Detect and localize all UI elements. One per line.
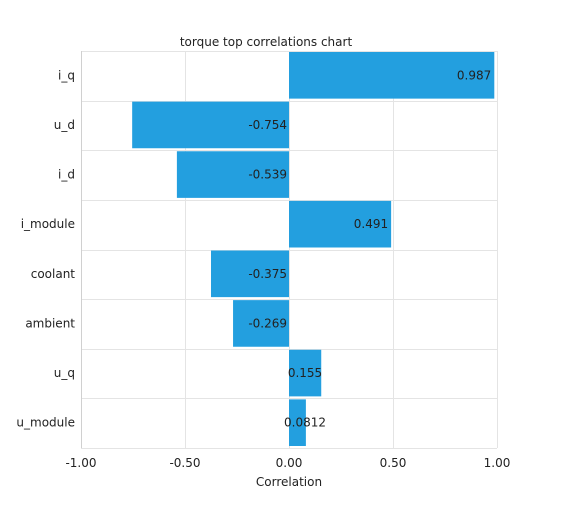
x-tick-label: 0.50 xyxy=(380,456,407,470)
data-label: -0.269 xyxy=(248,316,287,330)
data-label: 0.0812 xyxy=(284,416,326,430)
category-label: coolant xyxy=(31,267,76,281)
bar-i_d xyxy=(176,151,289,198)
x-tick-labels: -1.00 -0.50 0.00 0.50 1.00 xyxy=(65,456,510,470)
category-label: i_module xyxy=(21,217,75,231)
x-tick-label: -0.50 xyxy=(169,456,200,470)
bar-u_module xyxy=(289,399,306,446)
data-label: 0.155 xyxy=(288,366,322,380)
data-label: 0.987 xyxy=(457,68,491,82)
category-label: u_module xyxy=(16,416,75,430)
bar-coolant xyxy=(211,250,289,298)
bar-ambient xyxy=(233,300,289,347)
x-tick-label: -1.00 xyxy=(65,456,96,470)
chart-title: torque top correlations chart xyxy=(180,35,353,49)
category-label: u_d xyxy=(54,118,75,132)
bar-u_d xyxy=(132,101,289,149)
x-tick-label: 0.00 xyxy=(276,456,303,470)
x-axis-label: Correlation xyxy=(256,475,322,489)
data-label: 0.491 xyxy=(354,217,388,231)
grid-layer xyxy=(81,51,498,449)
category-label: i_d xyxy=(58,168,75,182)
bars-layer: 0.987 -0.754 -0.539 0.491 -0.375 -0.269 0.155 0… xyxy=(132,52,495,446)
data-label: -0.375 xyxy=(248,267,287,281)
x-tick-label: 1.00 xyxy=(484,456,511,470)
bar-u_q xyxy=(289,349,322,397)
category-label: i_q xyxy=(58,68,75,82)
category-label: u_q xyxy=(54,366,75,380)
data-label: -0.539 xyxy=(248,168,287,182)
category-label: ambient xyxy=(25,316,75,330)
bar-i_module xyxy=(289,200,392,248)
data-label: -0.754 xyxy=(248,118,287,132)
bar-i_q xyxy=(289,52,495,99)
